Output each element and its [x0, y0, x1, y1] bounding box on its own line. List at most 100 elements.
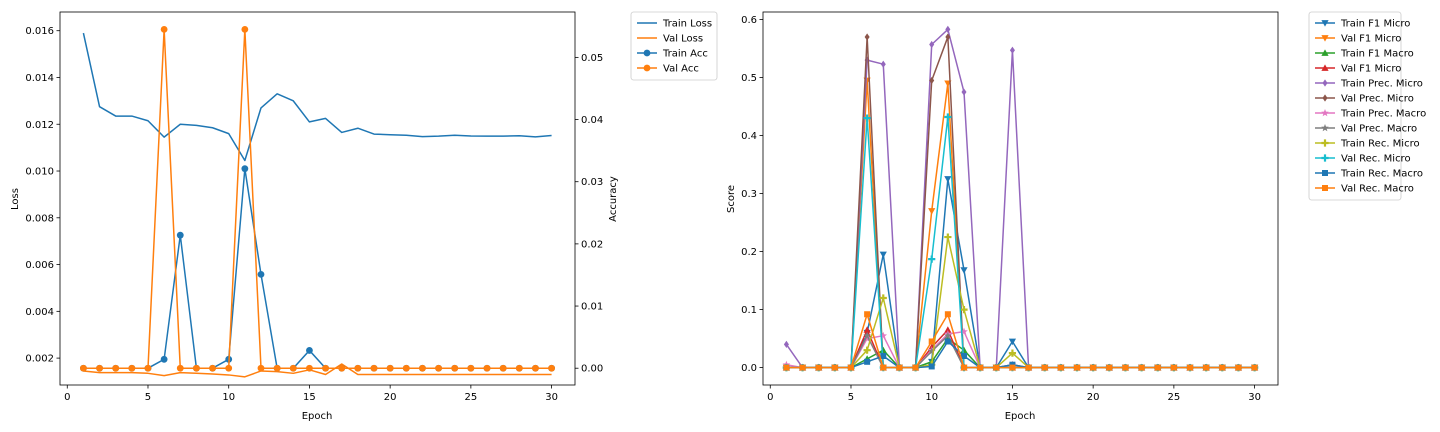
data-point	[960, 352, 967, 359]
data-point	[944, 311, 951, 318]
loss-accuracy-chart: 0 5 10 15 20 25 30 0.002 0.004 0.006 0.008 0.010 0.0…	[10, 11, 718, 422]
data-point	[879, 331, 888, 339]
data-point	[370, 364, 378, 372]
data-point	[354, 364, 362, 372]
data-point	[863, 326, 871, 333]
series-line-val-prec-macro	[786, 334, 1255, 369]
legend-frame	[1308, 11, 1402, 201]
x-tick-label: 0	[64, 392, 70, 403]
data-point	[160, 355, 168, 363]
data-point	[532, 364, 539, 372]
data-point	[322, 364, 329, 372]
data-point	[1057, 364, 1064, 371]
legend-item-train-rec-macro: Train Rec. Macro	[1315, 169, 1423, 180]
legend-label: Train Prec. Macro	[1340, 109, 1426, 120]
x-tick-label: 5	[145, 392, 151, 403]
legend-marker	[1321, 154, 1329, 162]
data-point	[880, 352, 887, 359]
data-point	[160, 26, 168, 33]
data-point	[863, 331, 871, 339]
data-point	[912, 364, 919, 371]
left-plot-content	[80, 26, 555, 378]
data-point	[1203, 364, 1210, 371]
x-tick-label: 5	[848, 392, 854, 403]
legend-marker	[1321, 109, 1329, 117]
legend-item-val-f1-micro: Val F1 Micro	[1315, 34, 1401, 45]
left-xlabel: Epoch	[302, 411, 333, 422]
legend-item-val-acc: Val Acc	[637, 64, 699, 75]
series-val-acc	[80, 26, 555, 372]
data-point	[944, 113, 952, 121]
series-train-prec-micro	[783, 25, 1258, 372]
data-point	[864, 33, 870, 41]
y2-tick-label: 0.04	[581, 115, 603, 126]
data-point	[467, 364, 475, 372]
left-y2label: Accuracy	[608, 176, 619, 222]
left-plot-frame	[59, 11, 576, 386]
x-tick-label: 10	[925, 392, 938, 403]
right-ticks: 0 5 10 15 20 25 30 0.0 0.1 0.2 0.3 0.4 0.5 0.6	[741, 15, 1261, 403]
series-line-val-loss	[83, 363, 552, 378]
data-point	[944, 331, 952, 339]
legend-marker	[1321, 124, 1329, 132]
data-point	[402, 364, 410, 372]
data-point	[783, 340, 789, 348]
data-point	[1122, 364, 1129, 371]
data-point	[928, 208, 936, 215]
data-point	[945, 25, 951, 34]
y-tick-label: 0.014	[25, 73, 54, 84]
data-point	[176, 364, 184, 372]
data-point	[880, 364, 887, 371]
y2-tick-label: 0.00	[581, 364, 603, 375]
legend-marker	[643, 64, 651, 72]
right-plot-frame	[762, 11, 1279, 386]
legend-item-train-prec-micro: Train Prec. Micro	[1315, 79, 1423, 90]
data-point	[1106, 364, 1113, 371]
legend-marker	[1321, 20, 1329, 27]
data-point	[451, 364, 459, 372]
data-point	[944, 338, 951, 345]
y-tick-label: 0.008	[25, 213, 54, 224]
data-point	[306, 364, 313, 372]
legend-marker	[1321, 49, 1329, 56]
data-point	[1008, 338, 1017, 346]
legend-label: Val Rec. Macro	[1341, 184, 1414, 195]
legend-item-val-rec-macro: Val Rec. Macro	[1315, 184, 1414, 195]
series-train-acc	[80, 165, 555, 372]
series-val-rec-micro	[782, 113, 1259, 372]
legend-marker	[1322, 170, 1328, 176]
legend-label: Val Prec. Macro	[1341, 124, 1417, 135]
data-point	[864, 358, 871, 365]
data-point	[879, 346, 887, 354]
y-tick-label: 0.012	[25, 120, 54, 131]
data-point	[993, 364, 1000, 371]
data-point	[1041, 364, 1048, 371]
y-tick-label: 0.5	[741, 73, 757, 84]
right-legend: Train F1 Micro Val F1 Micro Train F1 Macro…	[1308, 11, 1426, 201]
data-point	[257, 364, 265, 372]
x-tick-label: 10	[222, 392, 235, 403]
series-line-val-f1-micro	[786, 79, 1255, 369]
data-point	[306, 347, 313, 354]
data-point	[864, 311, 871, 318]
series-line-val-acc	[83, 28, 552, 369]
legend-item-train-f1-macro: Train F1 Macro	[1315, 49, 1414, 60]
y-tick-label: 0.016	[25, 26, 54, 37]
data-point	[879, 251, 887, 259]
series-val-loss	[83, 363, 552, 378]
y2-tick-label: 0.01	[581, 302, 603, 313]
data-point	[879, 294, 887, 302]
legend-marker	[1322, 79, 1328, 87]
data-point	[928, 363, 935, 370]
legend-label: Val F1 Micro	[1341, 64, 1401, 75]
data-point	[896, 364, 903, 371]
data-point	[944, 176, 952, 183]
series-train-loss	[82, 32, 552, 162]
data-point	[928, 255, 936, 263]
legend-marker	[1321, 35, 1329, 42]
data-point	[1219, 364, 1226, 371]
y-tick-label: 0.4	[741, 131, 757, 142]
data-point	[944, 233, 952, 241]
x-tick-label: 15	[1006, 392, 1019, 403]
data-point	[225, 364, 233, 372]
